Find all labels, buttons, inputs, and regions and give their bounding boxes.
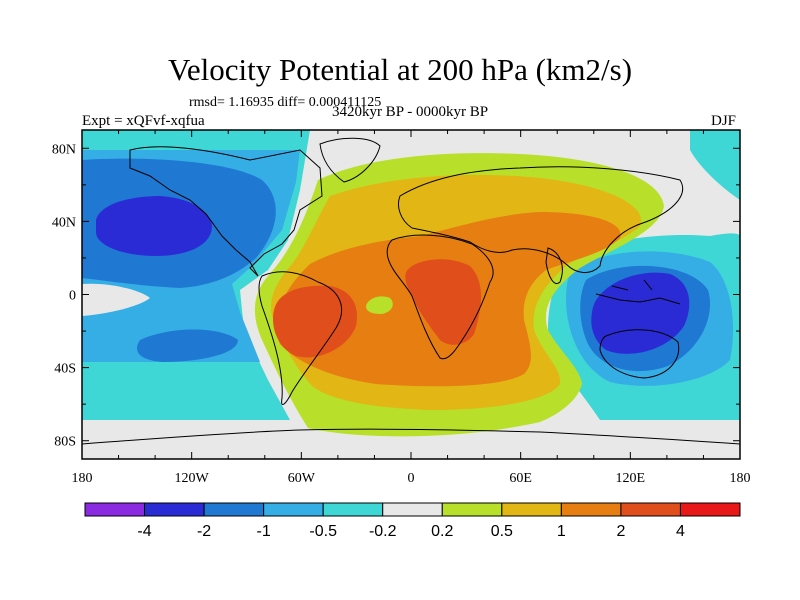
colorbar-label: 1 bbox=[557, 523, 566, 540]
colorbar-label: -4 bbox=[137, 523, 151, 540]
colorbar-swatch bbox=[501, 502, 562, 517]
y-tick-label: 0 bbox=[69, 289, 76, 304]
colorbar-label: 0.2 bbox=[431, 523, 453, 540]
contour-equator-weak-positive bbox=[366, 296, 393, 314]
coastline-australia bbox=[599, 329, 680, 379]
contour-dateline-positive bbox=[82, 283, 150, 316]
y-tick-label: 80N bbox=[52, 142, 76, 157]
colorbar-label: -2 bbox=[197, 523, 211, 540]
coastline-north-america bbox=[129, 146, 323, 277]
coastline-antarctica bbox=[82, 428, 740, 445]
stats-label: rmsd= 1.16935 diff= 0.000411125 bbox=[189, 95, 382, 110]
colorbar-swatch bbox=[441, 502, 503, 517]
y-tick-label: 40S bbox=[54, 362, 76, 377]
coastline-africa bbox=[386, 234, 494, 360]
contour-arctic-weak-negative bbox=[690, 130, 740, 200]
colorbar-label: 4 bbox=[676, 523, 685, 540]
x-tick-label: 180 bbox=[730, 471, 751, 486]
x-axis: 180 120W 60W 0 60E 120E 180 bbox=[72, 130, 751, 486]
colorbar-swatch bbox=[322, 502, 384, 517]
contour-atlantic-max-positive bbox=[405, 259, 481, 345]
season-label: DJF bbox=[711, 113, 737, 129]
contour-samerica-max-positive bbox=[272, 285, 357, 358]
coastline-indonesia bbox=[595, 279, 681, 305]
colorbar-swatch bbox=[203, 502, 265, 517]
x-tick-label: 120W bbox=[175, 471, 210, 486]
colorbar-swatch bbox=[263, 502, 324, 517]
colorbar-swatch bbox=[560, 502, 622, 517]
colorbar-swatch bbox=[620, 502, 681, 517]
contour-pacific-strong bbox=[96, 196, 212, 256]
colorbar-label: -0.5 bbox=[309, 523, 337, 540]
period-label: 3420kyr BP - 0000kyr BP bbox=[331, 104, 489, 120]
colorbar-label: -0.2 bbox=[369, 523, 397, 540]
colorbar-label: 0.5 bbox=[491, 523, 513, 540]
colorbar-labels: -4 -2 -1 -0.5 -0.2 0.2 0.5 1 2 4 bbox=[137, 523, 685, 540]
colorbar-label: 2 bbox=[616, 523, 625, 540]
x-tick-label: 60E bbox=[509, 471, 532, 486]
page-title: Velocity Potential at 200 hPa (km2/s) bbox=[167, 52, 633, 87]
y-tick-label: 40N bbox=[52, 215, 76, 230]
x-tick-label: 0 bbox=[408, 471, 415, 486]
contour-indonesia-strong bbox=[591, 272, 690, 354]
x-tick-label: 120E bbox=[616, 471, 646, 486]
colorbar-swatch bbox=[679, 502, 741, 517]
contour-pacific-moderate-south bbox=[136, 329, 238, 362]
coastline-south-america bbox=[258, 271, 343, 406]
colorbar-label: -1 bbox=[257, 523, 271, 540]
coastline-greenland bbox=[319, 137, 381, 183]
colorbar bbox=[84, 502, 741, 517]
y-axis: 80N 40N 0 40S 80S bbox=[52, 142, 740, 450]
y-tick-label: 80S bbox=[54, 435, 76, 450]
colorbar-swatch bbox=[382, 502, 443, 517]
contour-greenland-weak-positive bbox=[420, 183, 530, 204]
coastline-eurasia bbox=[398, 166, 683, 273]
coastlines bbox=[82, 137, 740, 445]
experiment-label: Expt = xQFvf-xqfua bbox=[82, 113, 205, 129]
coastline-india bbox=[545, 247, 563, 284]
colorbar-swatch bbox=[144, 502, 205, 517]
contour-field bbox=[82, 130, 740, 459]
x-tick-label: 180 bbox=[72, 471, 93, 486]
x-tick-label: 60W bbox=[288, 471, 316, 486]
colorbar-swatch bbox=[84, 502, 146, 517]
